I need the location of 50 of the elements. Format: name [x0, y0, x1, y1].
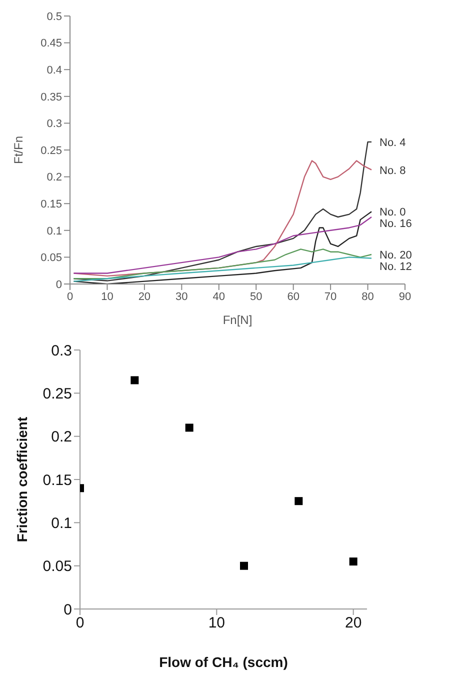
line-series	[73, 141, 372, 282]
y-tick-label: 0.05	[40, 252, 62, 264]
y-tick-label: 0.35	[40, 91, 62, 104]
series-label: No. 0	[380, 206, 406, 219]
y-tick-label: 0.15	[42, 472, 72, 489]
series-label: No. 16	[380, 218, 412, 230]
x-tick-label: 0	[76, 614, 84, 632]
x-tick-label: 90	[398, 290, 412, 303]
y-tick-label: 0	[64, 601, 72, 618]
y-tick-label: 0.2	[46, 172, 62, 184]
x-tick-label: 20	[138, 290, 151, 303]
y-tick-label: 0.05	[42, 558, 72, 576]
x-tick-label: 10	[101, 290, 114, 303]
x-axis-title: Flow of CH₄ (sccm)	[159, 654, 288, 670]
series-label: No. 4	[380, 136, 406, 149]
x-tick-label: 10	[208, 614, 226, 632]
y-axis-title: Friction coefficient	[14, 416, 30, 542]
x-tick-label: 80	[362, 290, 374, 303]
point	[185, 424, 194, 432]
y-tick-label: 0.4	[46, 64, 62, 77]
y-tick-label: 0.15	[40, 198, 62, 211]
series-label: No. 20	[380, 250, 412, 262]
point	[294, 497, 303, 506]
point	[240, 562, 248, 570]
x-tick-label: 40	[212, 290, 226, 303]
y-tick-label: 0.3	[46, 118, 62, 130]
x-tick-label: 70	[324, 290, 337, 303]
y-tick-label: 0.25	[40, 144, 62, 157]
series-label: No. 12	[380, 260, 412, 273]
line-series	[73, 211, 372, 284]
y-tick-label: 0.25	[42, 385, 72, 402]
x-tick-label: 50	[250, 290, 262, 303]
point	[349, 558, 358, 566]
line-series	[73, 248, 372, 280]
point	[130, 376, 139, 384]
y-axis-title: Ft/Fn	[11, 136, 26, 164]
x-tick-label: 30	[176, 290, 188, 303]
line-series	[73, 256, 372, 282]
y-tick-label: 0.3	[51, 342, 72, 360]
y-tick-label: 0.1	[46, 225, 62, 238]
y-tick-label: 0.2	[51, 428, 72, 446]
y-tick-label: 0.5	[46, 10, 62, 23]
x-axis-title: Fn[N]	[222, 313, 252, 327]
x-tick-label: 20	[344, 614, 362, 632]
line-series	[73, 216, 372, 274]
series-label: No. 8	[380, 164, 406, 177]
y-tick-label: 0.1	[51, 514, 72, 532]
y-tick-label: 0	[56, 278, 62, 291]
x-tick-label: 60	[287, 290, 300, 303]
y-tick-label: 0.45	[40, 38, 62, 50]
